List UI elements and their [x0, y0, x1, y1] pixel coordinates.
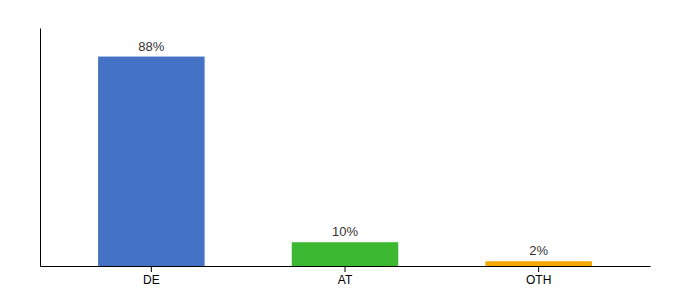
x-tick-mark: [538, 266, 539, 272]
bar: [292, 242, 399, 266]
x-tick: OTH: [526, 266, 551, 287]
data-label: 10%: [332, 224, 358, 239]
x-tick-label: DE: [143, 273, 160, 287]
data-labels: 88% 10% 2%: [138, 39, 548, 259]
data-label: 88%: [138, 39, 164, 54]
x-tick-mark: [151, 266, 152, 272]
x-axis: DE AT OTH: [41, 266, 651, 287]
y-axis-line: [40, 29, 41, 267]
y-axis: [40, 29, 41, 267]
bar: [98, 57, 205, 266]
data-label: 2%: [529, 243, 548, 258]
x-tick-mark: [345, 266, 346, 272]
chart: DE AT OTH 88% 10% 2%: [0, 0, 680, 300]
bars: [98, 57, 592, 266]
plot: DE AT OTH 88% 10% 2%: [41, 29, 651, 287]
x-tick: DE: [143, 266, 160, 287]
x-tick-label: OTH: [526, 273, 551, 287]
x-tick: AT: [338, 266, 353, 287]
bar: [485, 261, 592, 266]
x-tick-label: AT: [338, 273, 353, 287]
